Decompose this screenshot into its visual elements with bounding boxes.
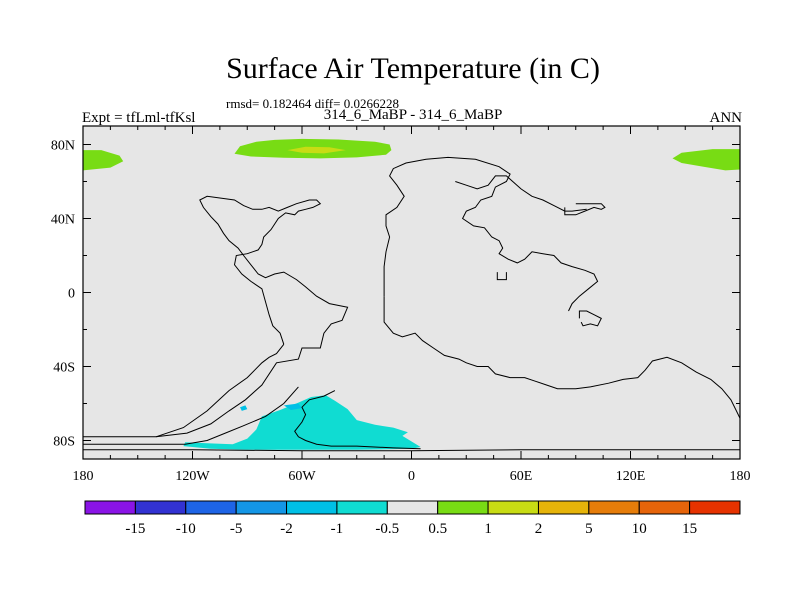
colorbar-label: 0.5: [428, 521, 447, 537]
colorbar-swatch: [185, 500, 237, 515]
x-tick-label: 180: [73, 469, 94, 484]
antarctic-cool-core: [283, 403, 302, 410]
colorbar-swatch: [286, 500, 338, 515]
antarctic-inner-outline: [294, 390, 421, 450]
mid-atlantic-islet: [496, 272, 507, 281]
americas-outline: [83, 195, 349, 438]
asia-island: [564, 203, 606, 216]
colorbar-swatch: [134, 500, 187, 515]
eurasia-africa-outline: [383, 156, 599, 312]
map-background: [83, 126, 740, 459]
colorbar-swatch: [336, 500, 388, 515]
x-tick-label: 120W: [175, 469, 210, 484]
y-tick-label: 80N: [51, 139, 75, 154]
southeast-island: [578, 310, 602, 327]
south-america-west-edge: [155, 343, 285, 438]
chart-title: Surface Air Temperature (in C): [226, 52, 600, 85]
colorbar-swatch: [437, 500, 489, 515]
colorbar-label: -5: [230, 521, 243, 537]
dateline-west-warm-region: [83, 150, 124, 171]
x-tick-label: 0: [408, 469, 415, 484]
colorbar-label: 5: [585, 521, 593, 537]
axis-layer: 180 120W 60W 0 60E 120E 180 80N 40N 0 40S 80S: [51, 125, 751, 484]
colorbar-label: -0.5: [375, 521, 399, 537]
experiment-label: Expt = tfLml-tfKsl: [82, 110, 196, 126]
colorbar-label: 15: [682, 521, 697, 537]
antarctic-coast: [83, 449, 740, 452]
x-tick-label: 60E: [510, 469, 533, 484]
antarctic-cool-fleck: [240, 405, 248, 411]
colorbar-swatch: [487, 500, 539, 515]
colorbar-label: -2: [280, 521, 293, 537]
stats-label: rmsd= 0.182464 diff= 0.0266228: [226, 96, 399, 111]
y-tick-label: 80S: [53, 435, 75, 450]
dateline-east-warm-region: [672, 149, 740, 171]
colorbar-label: 2: [535, 521, 543, 537]
colorbar-label: -10: [176, 521, 196, 537]
colorbar-label: -15: [125, 521, 145, 537]
africa-south-edge: [383, 296, 740, 419]
colorbar-swatch: [689, 500, 741, 515]
colorbar-swatch: [537, 500, 590, 515]
colorbar: -15 -10 -5 -2 -1 -0.5 0.5 1 2 5 10 15: [84, 500, 741, 537]
north-pole-warm-core: [287, 146, 346, 154]
colorbar-label: 1: [484, 521, 492, 537]
colorbar-label: 10: [632, 521, 647, 537]
y-tick-label: 40N: [51, 213, 75, 228]
x-tick-label: 120E: [616, 469, 646, 484]
y-tick-label: 40S: [53, 361, 75, 376]
colorbar-label: -1: [331, 521, 344, 537]
y-tick-label: 0: [68, 287, 75, 302]
season-label: ANN: [709, 110, 743, 126]
x-tick-label: 60W: [288, 469, 316, 484]
colorbar-swatch: [386, 500, 439, 515]
colorbar-swatch: [588, 500, 640, 515]
colorbar-swatch: [84, 500, 136, 515]
colorbar-swatch: [235, 500, 288, 515]
period-label: 314_6_MaBP - 314_6_MaBP: [323, 107, 503, 123]
map-layer: [83, 126, 740, 459]
x-tick-label: 180: [730, 469, 751, 484]
antarctic-peninsula-outline: [83, 386, 299, 445]
colorbar-swatch: [638, 500, 691, 515]
